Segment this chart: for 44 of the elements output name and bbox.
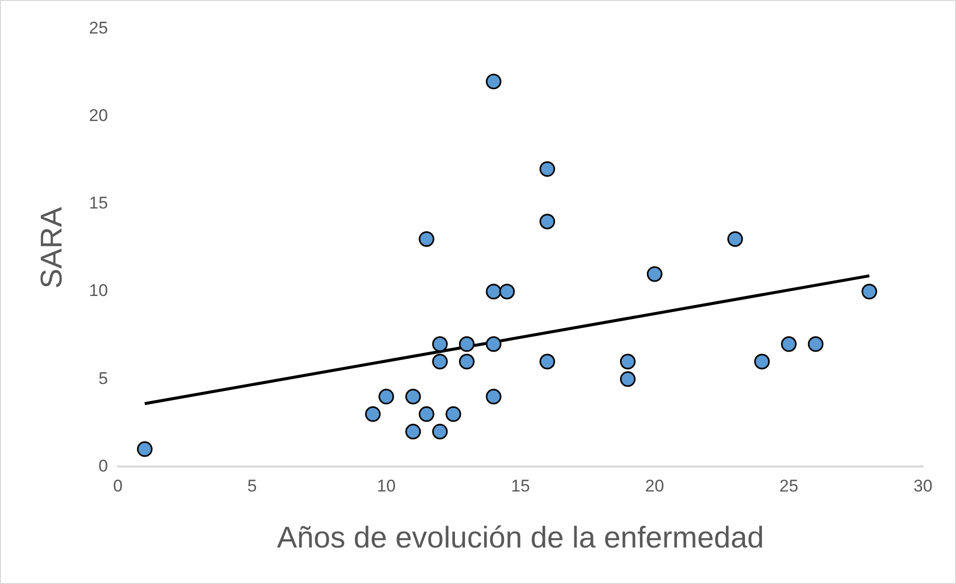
- y-axis-title: SARA: [35, 206, 68, 289]
- point: [620, 354, 636, 370]
- point: [499, 284, 515, 300]
- point: [432, 424, 448, 440]
- point: [539, 161, 556, 177]
- point: [405, 388, 421, 404]
- point: [781, 336, 797, 352]
- y-tick-label: 5: [98, 368, 108, 388]
- x-axis-title: Años de evolución de la enfermedad: [276, 521, 764, 554]
- point: [418, 406, 434, 422]
- y-tick-label: 0: [98, 456, 108, 476]
- point: [432, 336, 448, 352]
- y-tick-label: 10: [88, 281, 108, 300]
- point: [378, 388, 394, 404]
- point: [446, 406, 462, 422]
- point: [646, 266, 662, 282]
- x-tick-label: 30: [914, 476, 932, 496]
- x-tick-label: 25: [779, 476, 798, 496]
- point: [539, 354, 556, 370]
- point: [432, 354, 448, 370]
- point: [486, 388, 502, 404]
- x-tick-label: 0: [113, 476, 123, 496]
- point: [458, 336, 475, 352]
- y-tick-label: 20: [88, 106, 108, 126]
- point: [418, 231, 434, 247]
- point: [862, 284, 878, 300]
- point: [365, 406, 381, 422]
- x-tick-label: 15: [510, 476, 530, 496]
- x-tick-label: 10: [376, 476, 396, 496]
- point: [486, 284, 502, 300]
- point: [405, 424, 421, 440]
- y-tick-label: 15: [88, 194, 108, 213]
- point: [458, 354, 475, 370]
- x-tick-label: 20: [645, 476, 664, 496]
- point: [808, 336, 824, 352]
- y-tick-label: 25: [88, 18, 108, 38]
- point: [136, 441, 153, 457]
- point: [539, 214, 556, 230]
- point: [727, 231, 743, 247]
- x-tick-label: 5: [247, 476, 257, 496]
- point: [620, 371, 636, 387]
- point: [486, 74, 502, 90]
- point: [754, 354, 770, 370]
- point: [486, 336, 502, 352]
